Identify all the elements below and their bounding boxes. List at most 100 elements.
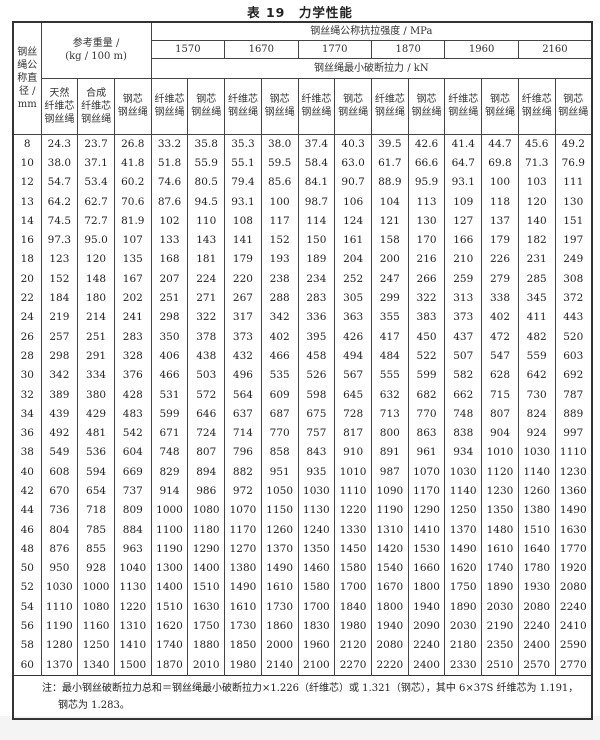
- value-cell: 1870: [150, 655, 189, 676]
- value-cell: 736: [40, 501, 79, 521]
- value-cell: 1000: [77, 578, 115, 598]
- value-cell: 997: [554, 423, 593, 444]
- value-cell: 224: [187, 269, 226, 289]
- header-reference-weight: 参考重量 / (kg / 100 m): [40, 21, 152, 79]
- value-cell: 107: [113, 230, 152, 251]
- value-cell: 63.0: [334, 153, 372, 174]
- value-cell: 1510: [187, 578, 226, 598]
- value-cell: 642: [517, 366, 556, 386]
- value-cell: 271: [187, 288, 226, 309]
- value-cell: 219: [40, 308, 79, 328]
- value-cell: 1180: [187, 520, 226, 540]
- value-cell: 249: [554, 250, 593, 270]
- value-cell: 180: [77, 288, 115, 309]
- value-cell: 143: [187, 230, 226, 251]
- value-cell: 1350: [481, 501, 519, 521]
- value-cell: 100: [481, 173, 519, 193]
- value-cell: 2030: [481, 597, 519, 617]
- value-cell: 259: [444, 269, 483, 289]
- table-row: 30 342 334 376 466 503 496 535 526 567 555 599 582 62…: [12, 366, 593, 386]
- diameter-cell: 32: [12, 385, 42, 405]
- value-cell: 1700: [334, 578, 372, 598]
- value-cell: 713: [370, 404, 409, 424]
- value-cell: 204: [334, 250, 372, 270]
- value-cell: 64.2: [40, 192, 79, 212]
- value-cell: 520: [554, 327, 593, 347]
- value-cell: 1930: [517, 578, 556, 598]
- value-cell: 770: [407, 404, 446, 424]
- value-cell: 1490: [444, 539, 483, 560]
- value-cell: 669: [113, 462, 152, 482]
- value-cell: 884: [113, 520, 152, 540]
- value-cell: 458: [297, 346, 336, 367]
- value-cell: 51.8: [150, 153, 189, 174]
- value-cell: 283: [113, 327, 152, 347]
- value-cell: 54.7: [40, 173, 79, 193]
- value-cell: 151: [554, 211, 593, 231]
- value-cell: 231: [517, 250, 556, 270]
- value-cell: 120: [77, 250, 115, 270]
- value-cell: 1840: [334, 597, 372, 617]
- table-row: 34 439 429 483 599 646 637 687 675 728 713 770 748 80…: [12, 404, 593, 424]
- table-row: 26 257 251 283 350 378 373 402 395 426 417 450 437 47…: [12, 327, 593, 347]
- value-cell: 1030: [517, 443, 556, 463]
- value-cell: 184: [40, 288, 79, 309]
- value-cell: 372: [554, 288, 593, 309]
- value-cell: 910: [334, 443, 372, 463]
- value-cell: 39.5: [370, 133, 409, 154]
- value-cell: 49.2: [554, 133, 593, 154]
- value-cell: 167: [113, 269, 152, 289]
- header-1870-steel-core: 钢芯 钢丝绳: [407, 77, 446, 135]
- note-line-1: 注：最小钢丝破断拉力总和＝钢丝绳最小破断拉力×1.226（纤维芯）或 1.321…: [42, 682, 579, 694]
- value-cell: 889: [554, 404, 593, 424]
- table-row: 24 219 214 241 298 322 317 342 336 363 355 383 373 40…: [12, 308, 593, 328]
- value-cell: 1580: [297, 578, 336, 598]
- value-cell: 373: [224, 327, 262, 347]
- value-cell: 252: [334, 269, 372, 289]
- value-cell: 363: [334, 308, 372, 328]
- value-cell: 288: [260, 288, 299, 309]
- table-row: 22 184 180 202 251 271 267 288 283 305 299 322 313 33…: [12, 288, 593, 309]
- value-cell: 170: [407, 230, 446, 251]
- value-cell: 2140: [260, 655, 299, 676]
- diameter-cell: 26: [12, 327, 42, 347]
- value-cell: 1110: [334, 481, 372, 502]
- table-row: 32 389 380 428 531 572 564 609 598 645 632 682 662 71…: [12, 385, 593, 405]
- value-cell: 1490: [260, 559, 299, 579]
- value-cell: 2400: [407, 655, 446, 676]
- value-cell: 2120: [334, 636, 372, 656]
- value-cell: 33.2: [150, 133, 189, 154]
- value-cell: 1190: [40, 616, 79, 637]
- diameter-cell: 30: [12, 366, 42, 386]
- value-cell: 894: [187, 462, 226, 482]
- value-cell: 1080: [187, 501, 226, 521]
- value-cell: 1370: [444, 520, 483, 540]
- value-cell: 69.8: [481, 153, 519, 174]
- value-cell: 226: [481, 250, 519, 270]
- value-cell: 536: [77, 443, 115, 463]
- header-grade-1570: 1570: [150, 39, 226, 59]
- table-row: 20 152 148 167 207 224 220 238 234 252 247 266 259 27…: [12, 269, 593, 289]
- value-cell: 87.6: [150, 192, 189, 212]
- value-cell: 214: [77, 308, 115, 328]
- value-cell: 1240: [297, 520, 336, 540]
- value-cell: 450: [407, 327, 446, 347]
- mechanical-properties-table: 钢丝 绳公 称直径 / mm 参考重量 / (kg / 100 m) 钢丝绳公称抗拉强度…: [12, 21, 593, 720]
- value-cell: 858: [260, 443, 299, 463]
- value-cell: 599: [407, 366, 446, 386]
- value-cell: 603: [554, 346, 593, 367]
- value-cell: 238: [260, 269, 299, 289]
- value-cell: 181: [187, 250, 226, 270]
- value-cell: 118: [481, 192, 519, 212]
- value-cell: 334: [77, 366, 115, 386]
- value-cell: 26.8: [113, 133, 152, 154]
- value-cell: 934: [444, 443, 483, 463]
- header-1670-steel-core: 钢芯 钢丝绳: [260, 77, 299, 135]
- value-cell: 148: [77, 269, 115, 289]
- value-cell: 2080: [517, 597, 556, 617]
- value-cell: 85.6: [260, 173, 299, 193]
- value-cell: 437: [444, 327, 483, 347]
- value-cell: 670: [40, 481, 79, 502]
- value-cell: 564: [224, 385, 262, 405]
- value-cell: 193: [260, 250, 299, 270]
